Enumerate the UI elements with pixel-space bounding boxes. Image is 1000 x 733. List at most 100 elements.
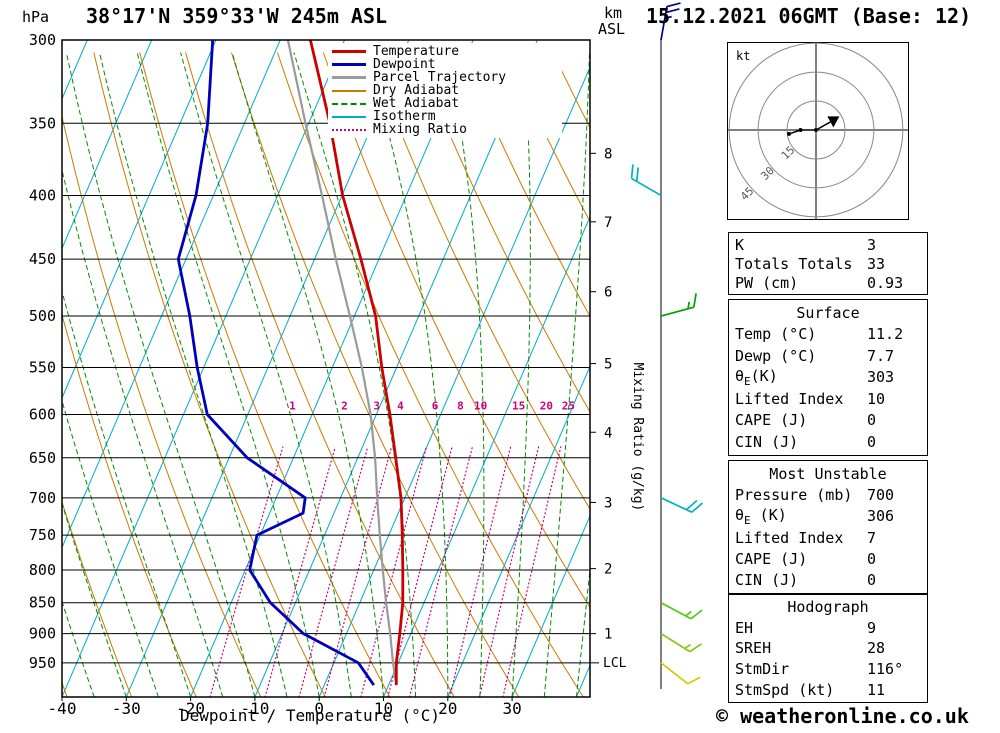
stat-value: 9 — [867, 618, 877, 637]
parcel-trajectory-curve — [286, 40, 398, 686]
legend-line-sample — [332, 76, 366, 79]
table-row: CAPE (J) 0 — [729, 410, 927, 432]
legend-label: Temperature — [373, 44, 460, 59]
wet-adiabat-line — [446, 52, 485, 697]
pressure-axis-label: 650 — [29, 449, 56, 467]
plot-border — [61, 39, 591, 698]
pressure-axis-label: 850 — [29, 594, 56, 612]
table-row: Temp (°C) 11.2 — [729, 324, 927, 346]
km-axis-label: 8 — [604, 146, 612, 162]
hodograph-ring — [757, 71, 875, 189]
legend-item: Temperature — [332, 45, 562, 58]
km-axis-label: 4 — [604, 425, 612, 441]
km-axis-label: 6 — [604, 285, 612, 301]
stat-label: StmDir — [735, 660, 790, 679]
table-row: θE (K) 306 — [729, 506, 927, 527]
dry-adiabat-line — [460, 52, 590, 318]
dry-adiabat-line — [185, 52, 455, 697]
stat-label: Lifted Index — [735, 389, 844, 408]
stat-value: 116° — [867, 660, 904, 679]
mixing-ratio-label: 4 — [397, 400, 404, 413]
table-row: Lifted Index 10 — [729, 388, 927, 410]
legend-line-sample — [332, 89, 366, 92]
stat-label: K — [735, 235, 745, 254]
table-row: StmSpd (kt) 11 — [729, 679, 927, 700]
hodo-unit-label: kt — [736, 49, 750, 63]
mixing-ratio-label: 25 — [562, 400, 575, 413]
surface-table: Surface Temp (°C) 11.2 Dewp (°C) 7.7 θE(K) 303… — [728, 299, 928, 456]
stat-label: Temp (°C) — [735, 325, 817, 344]
isotherm-line — [0, 40, 23, 697]
stat-label: θE (K) — [735, 505, 787, 527]
isotherm-line — [62, 40, 217, 400]
table-row: EH 9 — [729, 618, 927, 639]
dry-adiabat-line — [231, 52, 520, 697]
wet-adiabat-line — [62, 399, 159, 697]
wet-adiabat-line — [180, 52, 352, 697]
pressure-axis-label: 750 — [29, 526, 56, 544]
wind-barb — [630, 164, 662, 197]
temp-axis-label: 30 — [502, 699, 521, 718]
legend-line-sample — [332, 128, 366, 131]
hodograph-point — [786, 131, 791, 136]
run-datetime-title: 15.12.2021 06GMT (Base: 12) — [646, 4, 972, 28]
mixing-ratio-label: 20 — [540, 400, 553, 413]
legend-label: Wet Adiabat — [373, 96, 460, 111]
dry-adiabat-line — [62, 313, 197, 697]
mixing-ratio-label: 15 — [512, 400, 525, 413]
legend-item: Wet Adiabat — [332, 97, 562, 110]
dry-adiabat-line — [93, 52, 326, 697]
table-row: StmDir 116° — [729, 659, 927, 680]
isotherm-line — [447, 365, 590, 697]
pressure-axis-unit: hPa — [22, 8, 50, 26]
hodograph-point — [814, 128, 818, 132]
storm-motion-marker — [827, 116, 840, 128]
most-unstable-table: Most Unstable Pressure (mb) 700 θE (K) 306 Li… — [728, 460, 928, 594]
stat-value: 11.2 — [867, 325, 904, 344]
mixing-ratio-label: 1 — [289, 400, 296, 413]
isotherm-line — [190, 40, 474, 697]
temp-axis-label: -10 — [240, 699, 269, 718]
legend-item: Dry Adiabat — [332, 84, 562, 97]
surface-table-title: Surface — [796, 303, 860, 322]
wind-barb — [660, 662, 701, 685]
dewpoint-curve — [176, 40, 375, 686]
isotherm-line — [254, 40, 538, 697]
hodograph-ring — [786, 100, 846, 160]
pressure-axis-label: 950 — [29, 654, 56, 672]
isotherm-line — [318, 65, 590, 697]
table-row: PW (cm) 0.93 — [729, 273, 927, 292]
pressure-axis-label: 550 — [29, 359, 56, 377]
stat-value: 306 — [867, 507, 895, 526]
legend-item: Mixing Ratio — [332, 123, 562, 136]
lcl-label: LCL — [603, 656, 627, 671]
stat-value: 3 — [867, 235, 877, 254]
stat-value: 0.93 — [867, 273, 904, 292]
km-axis-label: 3 — [604, 495, 612, 511]
isotherm-line — [62, 40, 281, 549]
mixing-ratio-label: 2 — [341, 400, 348, 413]
pressure-axis-label: 450 — [29, 250, 56, 268]
table-row: CIN (J) 0 — [729, 569, 927, 590]
pressure-axis-label: 600 — [29, 406, 56, 424]
isotherm-line — [62, 40, 153, 250]
temp-axis-label: 0 — [314, 699, 324, 718]
wet-adiabat-line — [231, 52, 384, 697]
temp-axis-title: Dewpoint / Temperature (°C) — [179, 706, 441, 725]
hodograph-point — [798, 128, 803, 132]
mixing-ratio-label: 6 — [432, 400, 439, 413]
stat-label: PW (cm) — [735, 273, 799, 292]
dry-adiabat-line — [139, 52, 391, 697]
wind-barb — [660, 632, 702, 653]
dry-adiabat-line — [368, 52, 590, 511]
km-axis-label: 1 — [604, 627, 612, 643]
temp-axis-label: 20 — [438, 699, 457, 718]
isotherm-line — [62, 40, 345, 697]
legend-item: Dewpoint — [332, 58, 562, 71]
pressure-axis-label: 900 — [29, 625, 56, 643]
stat-value: 11 — [867, 680, 886, 699]
wind-barb — [660, 2, 681, 41]
legend-label: Parcel Trajectory — [373, 70, 507, 85]
table-row: SREH 28 — [729, 638, 927, 659]
